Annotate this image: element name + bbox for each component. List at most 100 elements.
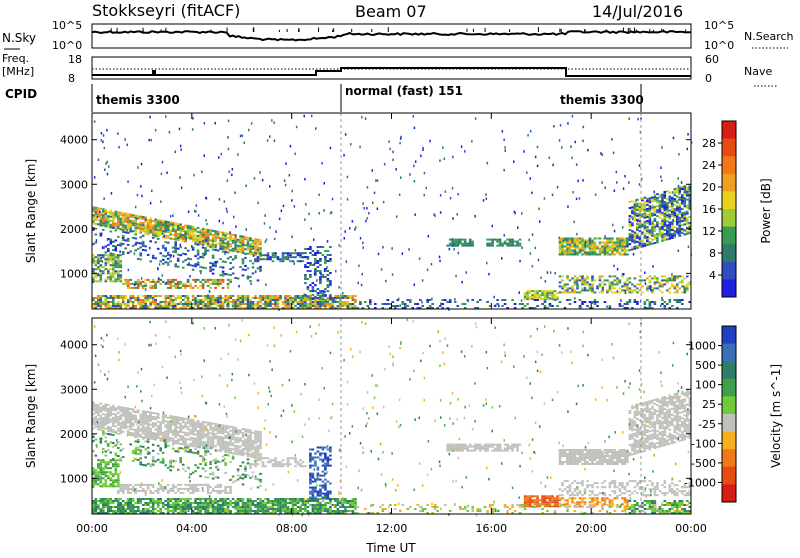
heatmap-cell [117,236,120,238]
heatmap-cell [574,254,577,256]
heatmap-cell [187,281,190,283]
heatmap-cell [576,240,579,242]
heatmap-cell [297,252,300,254]
heatmap-cell [664,209,667,211]
heatmap-cell [666,220,669,222]
heatmap-cell [164,446,167,448]
heatmap-cell [127,303,130,305]
heatmap-cell [202,484,205,486]
heatmap-cell [137,459,140,461]
heatmap-cell [644,197,647,199]
heatmap-cell [142,216,145,218]
heatmap-cell [159,226,162,228]
heatmap-cell [644,225,647,227]
heatmap-cell [287,258,290,260]
heatmap-cell [147,431,150,433]
heatmap-cell [112,506,115,508]
heatmap-cell [182,230,185,232]
heatmap-cell [576,291,579,293]
heatmap-cell [644,207,647,209]
heatmap-cell [187,229,190,231]
heatmap-cell [189,433,192,435]
heatmap-cell [461,245,464,247]
heatmap-speckle [504,234,506,237]
heatmap-cell [594,246,597,248]
heatmap-speckle [485,193,487,196]
heatmap-speckle [361,284,363,287]
heatmap-cell [609,285,612,287]
heatmap-cell [224,244,227,246]
heatmap-cell [252,448,255,450]
heatmap-cell [95,223,98,225]
heatmap-speckle [335,270,337,273]
heatmap-cell [110,268,113,270]
heatmap-cell [499,243,502,245]
heatmap-cell [679,223,682,225]
heatmap-cell [219,492,222,494]
heatmap-cell [219,303,222,305]
heatmap-speckle [383,201,385,204]
heatmap-cell [172,305,175,307]
heatmap-cell [187,285,190,287]
heatmap-cell [217,450,220,452]
heatmap-cell [347,297,350,299]
heatmap-cell [576,252,579,254]
heatmap-cell [302,305,305,307]
heatmap-speckle [128,269,130,272]
heatmap-cell [112,423,115,425]
heatmap-cell [95,510,98,512]
heatmap-cell [676,283,679,285]
heatmap-cell [224,451,227,453]
heatmap-cell [659,194,662,196]
heatmap-cell [329,272,332,274]
heatmap-cell [105,420,108,422]
heatmap-cell [147,423,150,425]
heatmap-cell [184,233,187,235]
heatmap-cell [222,297,225,299]
heatmap-speckle [226,304,228,307]
heatmap-cell [149,305,152,307]
heatmap-cell [274,254,277,256]
heatmap-cell [187,420,190,422]
heatmap-cell [144,225,147,227]
heatmap-speckle [452,217,454,220]
heatmap-cell [294,295,297,297]
heatmap-cell [207,424,210,426]
heatmap-cell [212,249,215,251]
heatmap-cell [95,215,98,217]
heatmap-cell [105,506,108,508]
heatmap-cell [174,436,177,438]
heatmap-speckle [530,130,532,133]
heatmap-cell [324,260,327,262]
heatmap-cell [212,269,215,271]
heatmap-cell [194,438,197,440]
heatmap-cell [239,237,242,239]
heatmap-cell [202,295,205,297]
heatmap-cell [234,238,237,240]
heatmap-cell [589,287,592,289]
heatmap-cell [259,252,262,254]
heatmap-speckle [526,172,528,175]
heatmap-speckle [440,211,442,214]
heatmap-cell [110,479,113,481]
heatmap-cell [177,260,180,262]
heatmap-cell [681,212,684,214]
heatmap-cell [122,231,125,233]
heatmap-cell [259,258,262,260]
heatmap-speckle [215,244,217,247]
heatmap-cell [611,246,614,248]
heatmap-cell [229,440,232,442]
heatmap-cell [204,303,207,305]
heatmap-cell [147,447,150,449]
heatmap-speckle [320,273,322,276]
heatmap-cell [167,264,170,266]
heatmap-cell [95,297,98,299]
heatmap-cell [589,252,592,254]
heatmap-cell [634,210,637,212]
heatmap-cell [194,234,197,236]
heatmap-cell [681,186,684,188]
heatmap-cell [239,245,242,247]
heatmap-cell [656,209,659,211]
heatmap-cell [129,428,132,430]
heatmap-cell [117,504,120,506]
